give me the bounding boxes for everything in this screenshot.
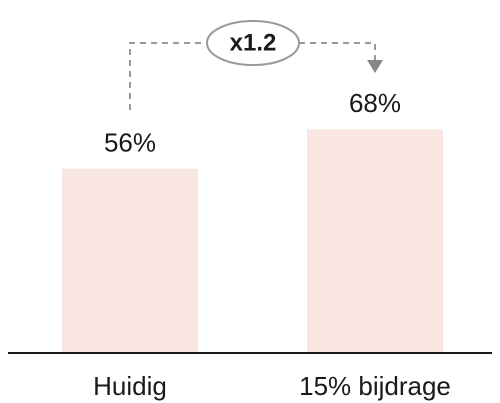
x-tick-label: 15% bijdrage [299, 371, 451, 401]
annotation-ellipse [206, 20, 300, 66]
bar [62, 168, 198, 353]
x-tick-label: Huidig [93, 371, 167, 401]
bar [307, 129, 443, 353]
annotation-group: x1.2 [129, 20, 383, 110]
value-label: 68% [349, 88, 401, 118]
annotation-arrowhead [367, 60, 383, 73]
annotation-connector [299, 42, 376, 60]
annotation-text: x1.2 [230, 29, 277, 56]
value-label: 56% [104, 128, 156, 158]
annotation-connector [129, 42, 207, 110]
